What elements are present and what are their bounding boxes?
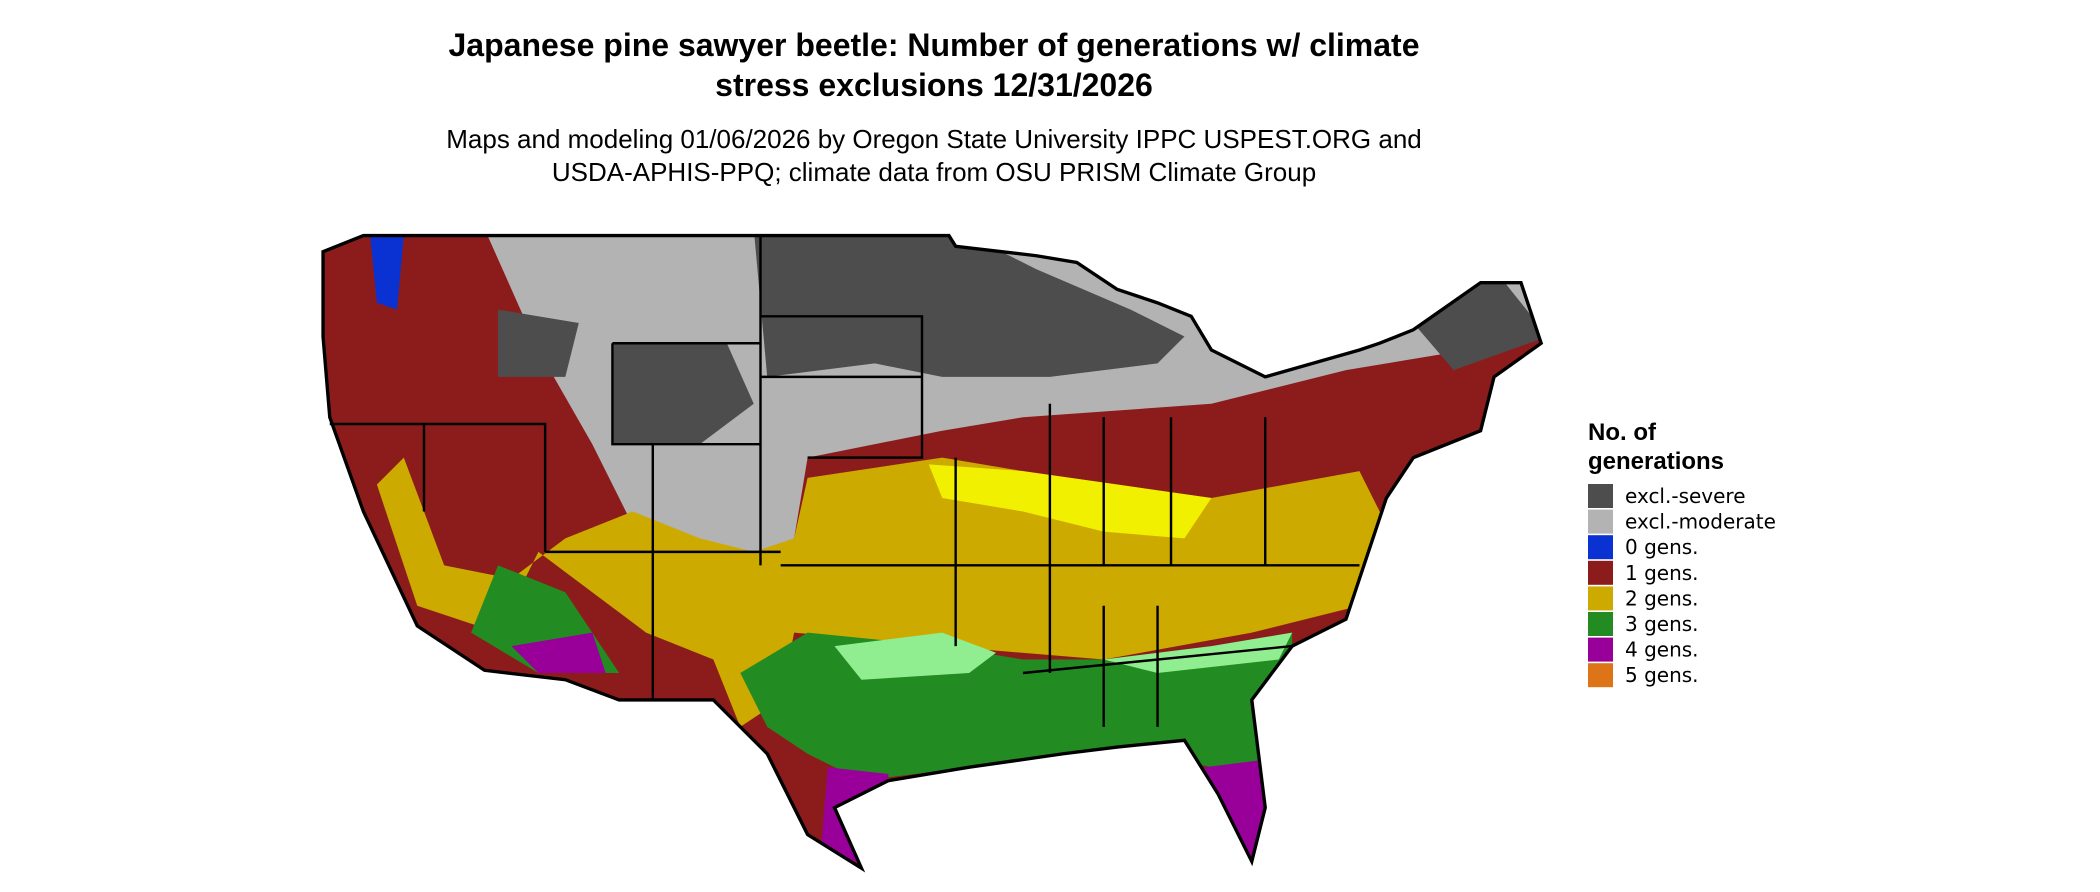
- legend-swatch: [1588, 612, 1613, 636]
- state-borders: [329, 235, 1360, 727]
- legend-title: No. of: [1588, 419, 1657, 446]
- legend-title: generations: [1588, 448, 1724, 475]
- subtitle-line: Maps and modeling 01/06/2026 by Oregon S…: [446, 124, 1422, 154]
- legend-swatch: [1588, 560, 1613, 585]
- region: [511, 632, 1272, 869]
- legend-swatch: [1588, 586, 1613, 611]
- legend-label: 4 gens.: [1625, 638, 1699, 662]
- legend-swatch: [1588, 535, 1613, 560]
- legend-swatch: [1588, 509, 1613, 534]
- legend-label: 1 gens.: [1625, 561, 1699, 585]
- legend-swatch: [1588, 663, 1613, 688]
- legend-label: 0 gens.: [1625, 535, 1699, 559]
- legend-label: excl.-moderate: [1625, 510, 1776, 534]
- legend-label: 5 gens.: [1625, 663, 1699, 687]
- region: [928, 464, 1212, 539]
- region: [471, 565, 1293, 808]
- legend-swatch: [1588, 484, 1613, 508]
- title-line: Japanese pine sawyer beetle: Number of g…: [449, 27, 1420, 63]
- legend-swatch: [1588, 637, 1613, 662]
- region: [370, 235, 404, 310]
- subtitle-line: USDA-APHIS-PPQ; climate data from OSU PR…: [552, 157, 1316, 187]
- legend-label: excl.-severe: [1625, 484, 1746, 508]
- title-line: stress exclusions 12/31/2026: [715, 67, 1153, 103]
- region: [834, 632, 1293, 680]
- legend-label: 2 gens.: [1625, 586, 1699, 610]
- legend-label: 3 gens.: [1625, 612, 1699, 636]
